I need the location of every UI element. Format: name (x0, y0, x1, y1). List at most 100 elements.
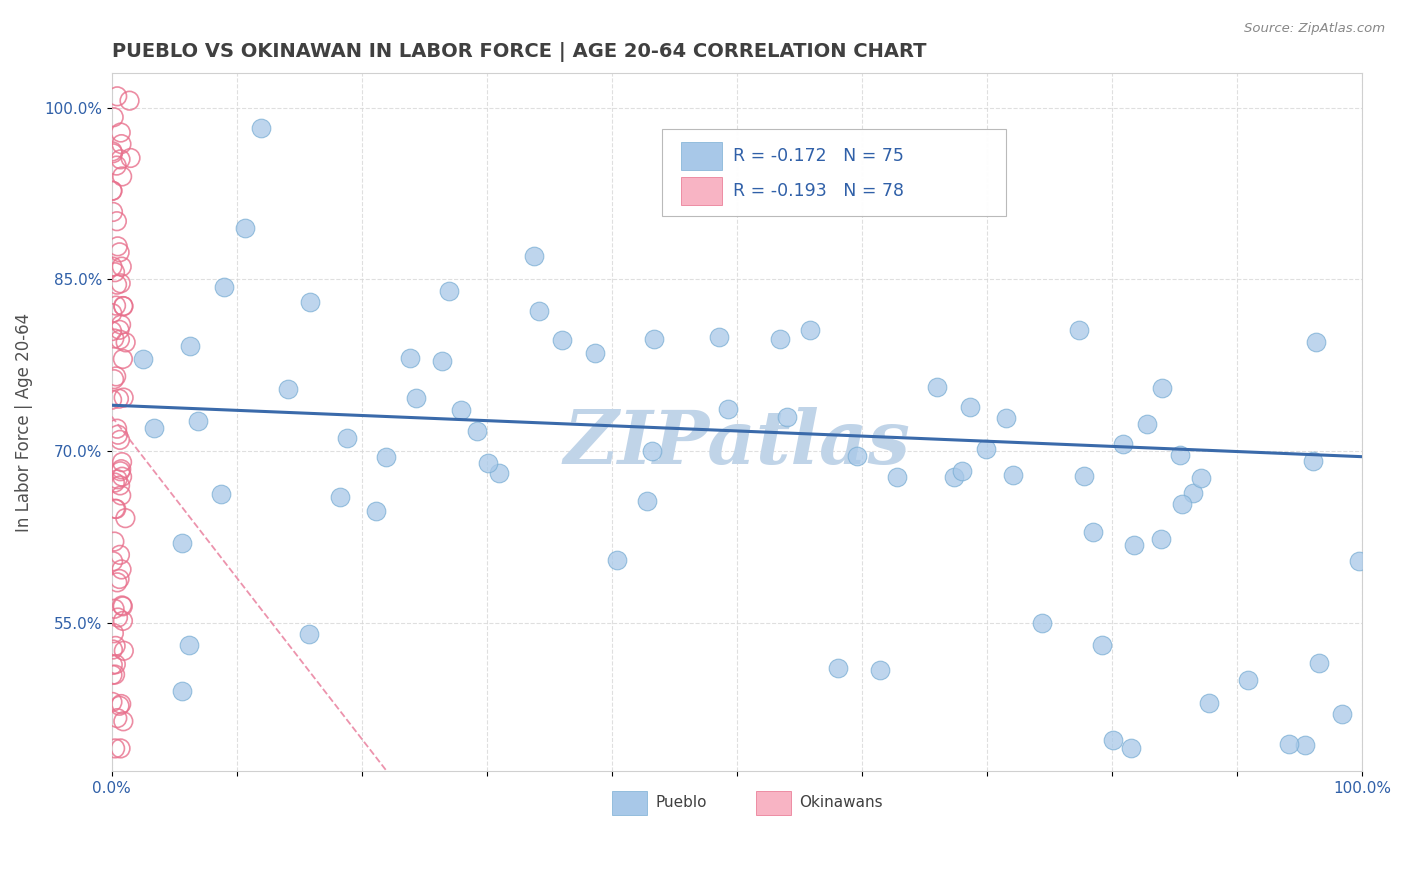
Point (108, 333, 131, 347)
Point (108, 572, 131, 586)
Point (105, 277, 128, 292)
Point (110, 277, 132, 291)
Point (1150, 381, 1173, 395)
Bar (612, 791, 647, 815)
Point (1102, 733, 1125, 747)
Bar (681, 177, 721, 204)
Point (1331, 707, 1354, 722)
Point (110, 318, 132, 332)
Point (103, 626, 125, 640)
Point (477, 456, 499, 470)
Point (105, 422, 128, 436)
Point (1302, 454, 1324, 468)
Point (716, 402, 738, 417)
Point (110, 126, 132, 140)
Point (111, 169, 134, 184)
Point (101, 657, 124, 672)
Text: PUEBLO VS OKINAWAN IN LABOR FORCE | AGE 20-64 CORRELATION CHART: PUEBLO VS OKINAWAN IN LABOR FORCE | AGE … (112, 42, 927, 62)
Point (104, 667, 127, 681)
Point (1168, 448, 1191, 462)
Point (110, 137, 132, 152)
Point (1031, 615, 1053, 630)
Point (886, 470, 908, 484)
Point (298, 295, 321, 310)
Point (643, 332, 665, 346)
Point (1123, 538, 1146, 552)
Point (111, 351, 134, 366)
Point (974, 442, 997, 456)
Point (170, 684, 193, 698)
Point (527, 303, 550, 318)
Point (846, 449, 869, 463)
Point (103, 534, 125, 549)
Point (108, 392, 131, 406)
Point (112, 391, 135, 405)
Point (1150, 533, 1173, 547)
Text: Pueblo: Pueblo (655, 795, 707, 810)
Point (105, 502, 128, 516)
Point (1091, 639, 1114, 653)
Point (101, 392, 124, 407)
Point (1308, 656, 1330, 670)
Point (101, 695, 124, 709)
Point (636, 493, 658, 508)
Point (110, 462, 132, 476)
Point (114, 511, 136, 525)
Point (104, 657, 127, 672)
Point (101, 642, 124, 657)
Point (111, 599, 134, 614)
Point (101, 146, 124, 161)
Point (437, 284, 460, 298)
Text: R = -0.193   N = 78: R = -0.193 N = 78 (733, 182, 904, 200)
Point (250, 120, 273, 135)
Point (209, 487, 232, 501)
Point (1112, 437, 1135, 451)
Point (105, 159, 128, 173)
Point (101, 260, 124, 274)
Point (551, 333, 574, 347)
Point (101, 145, 124, 159)
Point (769, 332, 792, 346)
Point (943, 470, 966, 484)
Point (1189, 471, 1212, 485)
Point (1305, 334, 1327, 349)
Point (104, 501, 127, 516)
Point (641, 444, 664, 458)
Point (179, 339, 201, 353)
Point (925, 380, 948, 394)
Point (329, 491, 352, 505)
Point (366, 504, 388, 518)
Point (1294, 738, 1316, 752)
Point (430, 353, 453, 368)
Point (103, 372, 125, 386)
Point (775, 409, 797, 424)
Point (110, 464, 132, 478)
Point (233, 220, 256, 235)
Point (105, 369, 128, 384)
Point (374, 450, 396, 465)
Point (707, 329, 730, 343)
Point (1198, 696, 1220, 710)
Point (104, 265, 127, 279)
Point (179, 639, 201, 653)
Point (112, 714, 135, 729)
Point (111, 260, 134, 274)
Point (118, 94, 141, 108)
Point (959, 401, 981, 415)
Point (105, 89, 128, 103)
Point (112, 299, 135, 313)
Point (101, 184, 124, 198)
Point (112, 299, 135, 313)
Text: ZIPatlas: ZIPatlas (564, 407, 910, 480)
Text: Okinawans: Okinawans (800, 795, 883, 810)
Point (104, 741, 127, 756)
Point (187, 414, 209, 428)
Point (1081, 525, 1104, 540)
Point (869, 664, 891, 678)
Point (170, 536, 193, 550)
Point (101, 184, 124, 198)
Point (103, 110, 125, 124)
Point (799, 323, 821, 337)
Y-axis label: In Labor Force | Age 20-64: In Labor Force | Age 20-64 (15, 313, 32, 532)
Point (120, 151, 142, 165)
